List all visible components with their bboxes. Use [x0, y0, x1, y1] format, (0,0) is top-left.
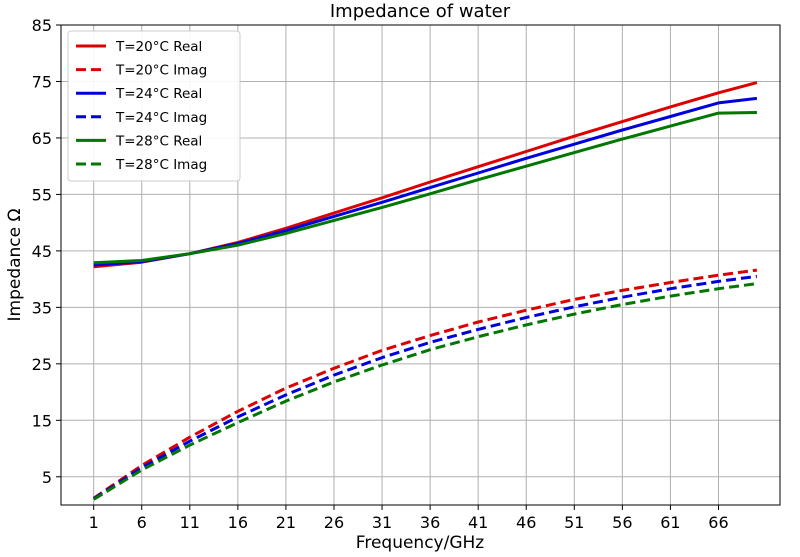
y-tick-label: 25	[32, 355, 52, 374]
y-tick-label: 65	[32, 129, 52, 148]
x-ticks: 1 6 11 16 21 26 31 36 41 46 51 56 61 66	[89, 505, 729, 532]
legend-label-4: T=24°C Imag	[115, 110, 207, 126]
legend-label-2: T=20°C Imag	[115, 63, 207, 79]
x-axis-title: Frequency/GHz	[356, 533, 485, 553]
y-tick-label: 5	[42, 468, 52, 487]
x-tick-label: 41	[468, 513, 488, 532]
series-line-6	[92, 282, 758, 501]
x-tick-label: 66	[708, 513, 728, 532]
y-tick-label: 55	[32, 185, 52, 204]
y-tick-label: 15	[32, 411, 52, 430]
y-ticks: 5 15 25 35 45 55 65 75 85	[32, 16, 61, 487]
x-tick-label: 46	[516, 513, 536, 532]
legend-label-5: T=28°C Real	[115, 133, 202, 149]
y-axis-title: Impedance Ω	[5, 208, 25, 321]
series-line-2	[92, 268, 758, 500]
y-tick-label: 35	[32, 298, 52, 317]
y-tick-label: 45	[32, 242, 52, 261]
legend-label-3: T=24°C Real	[115, 86, 202, 102]
series-line-5	[93, 111, 757, 265]
x-tick-label: 56	[612, 513, 632, 532]
x-tick-label: 26	[324, 513, 344, 532]
series-layer	[92, 81, 758, 501]
y-tick-label: 75	[32, 72, 52, 91]
chart-title: Impedance of water	[330, 1, 511, 22]
x-tick-label: 11	[180, 513, 200, 532]
x-tick-label: 36	[420, 513, 440, 532]
y-tick-label: 85	[32, 16, 52, 35]
x-tick-label: 16	[228, 513, 248, 532]
x-tick-label: 6	[137, 513, 147, 532]
plot-frame	[60, 24, 781, 506]
legend: T=20°C Real T=20°C Imag T=24°C Real T=24°C …	[67, 30, 241, 182]
series-line-4	[92, 274, 758, 501]
legend-label-1: T=20°C Real	[115, 39, 202, 55]
legend-box	[67, 30, 241, 182]
legend-label-6: T=28°C Imag	[115, 157, 207, 173]
x-tick-label: 31	[372, 513, 392, 532]
x-tick-label: 1	[89, 513, 99, 532]
x-tick-label: 61	[660, 513, 680, 532]
x-tick-label: 21	[276, 513, 296, 532]
x-tick-label: 51	[564, 513, 584, 532]
